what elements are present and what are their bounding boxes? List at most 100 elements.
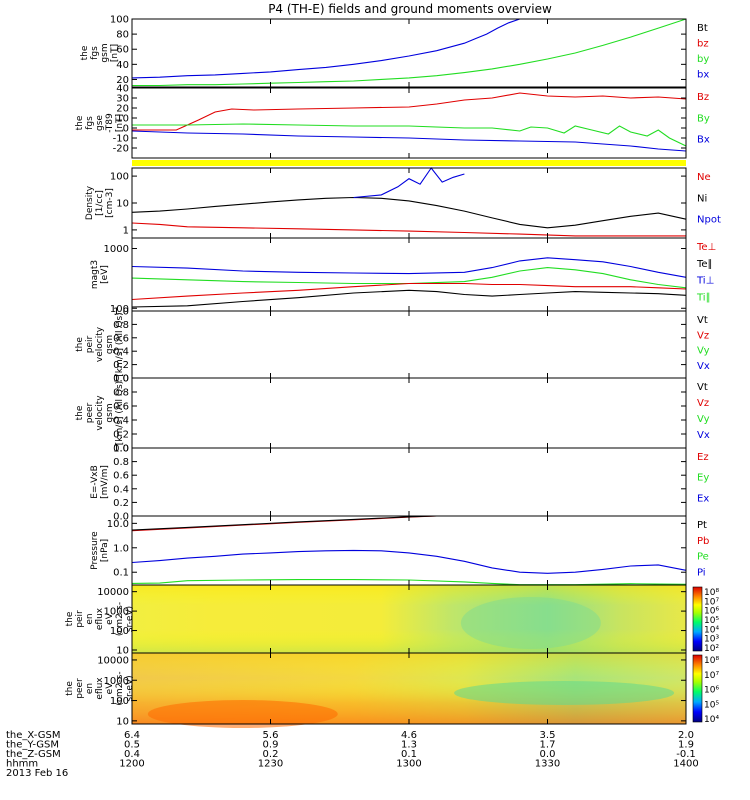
y-axis-label: -T89 bbox=[105, 113, 115, 133]
series-line-temperature bbox=[131, 267, 687, 289]
y-tick-label: 10000 bbox=[97, 587, 129, 598]
panel-temperature: Te⊥ Te∥ Ti⊥ Ti∥ 1000 100 magt3 [eV] bbox=[90, 237, 716, 315]
heatmap-hot-spot bbox=[147, 700, 338, 728]
y-axis-label: Pressure bbox=[90, 531, 100, 570]
y-axis-label: velocity bbox=[95, 395, 105, 431]
y-axis-label: eV bbox=[105, 612, 115, 625]
legend-entry: by bbox=[697, 54, 709, 65]
panel-peir_velocity: Vt Vz Vy Vx 1.0 0.8 0.6 0.4 0.2 0.0 the peir velocit… bbox=[75, 307, 710, 385]
y-tick-label: 0 bbox=[123, 124, 129, 135]
x-axis-row-value: 1.7 bbox=[540, 740, 556, 751]
y-tick-label: 0.4 bbox=[113, 347, 129, 358]
legend-entry: Npot bbox=[697, 215, 721, 226]
panel-density: Ne Ni Npot 100 10 1 Density [1/cc] [cm-3] bbox=[85, 167, 721, 239]
y-tick-label: 40 bbox=[116, 60, 129, 71]
legend-entry: bx bbox=[697, 70, 709, 81]
y-tick-label: 10 bbox=[116, 645, 129, 656]
series-line-temperature bbox=[131, 289, 687, 308]
y-tick-label: 0.0 bbox=[113, 444, 129, 455]
y-tick-label: 0.2 bbox=[113, 360, 129, 371]
y-tick-label: 100 bbox=[110, 626, 129, 637]
series-line-fgs_gsm bbox=[131, 18, 520, 79]
y-tick-label: 10 bbox=[116, 716, 129, 727]
x-axis-row-value: 0.1 bbox=[401, 749, 417, 760]
y-axis-label: Density bbox=[85, 185, 95, 220]
chart-title: P4 (TH-E) fields and ground moments over… bbox=[268, 2, 552, 16]
panel-peer_velocity: Vt Vz Vy Vx 1.0 0.8 0.6 0.4 0.2 0.0 the peer velocit… bbox=[75, 374, 710, 455]
y-axis-label: [km/s] (All Qs) bbox=[115, 312, 125, 376]
y-axis-label: peir bbox=[75, 610, 85, 628]
y-axis-label: (cm2-s- bbox=[115, 602, 125, 636]
colorbar-tick-label: 10⁷ bbox=[704, 597, 719, 607]
legend-entry: Vz bbox=[697, 330, 709, 341]
y-axis-label: sr-eV) bbox=[125, 675, 135, 701]
y-tick-label: 30 bbox=[116, 94, 129, 105]
legend-entry: Ne bbox=[697, 172, 711, 183]
y-tick-label: 1 bbox=[123, 225, 129, 236]
y-tick-label: 1.0 bbox=[113, 307, 129, 318]
x-axis-row-value: 1230 bbox=[258, 759, 283, 770]
y-tick-label: 10.0 bbox=[107, 519, 129, 530]
y-tick-label: 0.6 bbox=[113, 333, 129, 344]
colorbar-tick-label: 10³ bbox=[704, 635, 719, 645]
colorbar-tick-label: 10² bbox=[704, 644, 719, 654]
y-tick-label: 100 bbox=[110, 172, 129, 183]
y-tick-label: 0.8 bbox=[113, 388, 129, 399]
date-label: 2013 Feb 16 bbox=[6, 768, 68, 779]
y-axis-label: fgs bbox=[90, 46, 100, 60]
y-axis-label: the bbox=[65, 611, 75, 626]
y-tick-label: 20 bbox=[116, 104, 129, 115]
legend-entry: Vy bbox=[697, 414, 710, 425]
y-tick-label: 0.0 bbox=[113, 374, 129, 385]
y-tick-label: 0.4 bbox=[113, 484, 129, 495]
y-tick-label: 1000 bbox=[104, 607, 129, 618]
legend-entry: Bz bbox=[697, 92, 709, 103]
colorbar-tick-label: 10⁴ bbox=[704, 625, 719, 635]
series-line-fgs_gse bbox=[132, 123, 687, 147]
panel-peer_eflux: 10⁸ 10⁷ 10⁶ 10⁵ 10⁴ 10000 1000 100 10 the peer en ef… bbox=[65, 652, 719, 728]
y-axis-label: the bbox=[80, 45, 90, 60]
panel-frame bbox=[131, 447, 687, 517]
y-axis-label: E=-VxB bbox=[90, 465, 100, 499]
y-axis-label: [nT] bbox=[110, 44, 120, 62]
panel-fgs_gsm: Bt bz by bx 100 80 60 40 20 the fgs gsm [nT] bbox=[80, 15, 709, 88]
y-axis-label: fgs bbox=[85, 116, 95, 130]
x-axis-row-value: 1300 bbox=[396, 759, 421, 770]
legend-entry: Vx bbox=[697, 430, 710, 441]
y-tick-label: 0.6 bbox=[113, 471, 129, 482]
y-tick-label: 1.0 bbox=[113, 444, 129, 455]
y-tick-label: 0.2 bbox=[113, 498, 129, 509]
series-line-pressure bbox=[131, 515, 437, 532]
legend-entry: Ez bbox=[697, 452, 709, 463]
colorbar-tick-label: 10⁷ bbox=[704, 671, 719, 681]
heatmap-cool-spot bbox=[460, 597, 601, 649]
series-line-pressure bbox=[131, 515, 437, 531]
series-line-density bbox=[131, 196, 687, 229]
y-axis-label: [nPa] bbox=[100, 539, 110, 562]
y-tick-label: 100 bbox=[110, 15, 129, 26]
y-tick-label: 1.0 bbox=[113, 374, 129, 385]
series-line-fgs_gse bbox=[132, 92, 687, 131]
x-axis-row-value: 3.5 bbox=[540, 730, 556, 741]
y-axis-label: peer bbox=[85, 402, 95, 423]
panel-pressure: Pt Pb Pe Pi 10.0 1.0 0.1 Pressure [nPa] bbox=[90, 515, 709, 586]
y-axis-label: peer bbox=[75, 678, 85, 699]
x-axis-row-value: 1330 bbox=[535, 759, 560, 770]
y-axis-label: the bbox=[75, 115, 85, 130]
y-tick-label: 100 bbox=[110, 696, 129, 707]
y-axis-label: sr-eV) bbox=[125, 606, 135, 632]
y-tick-label: 0.4 bbox=[113, 416, 129, 427]
y-axis-label: en bbox=[85, 683, 95, 694]
series-line-density bbox=[353, 167, 465, 199]
y-axis-label: [eV] bbox=[100, 265, 110, 284]
separator-band bbox=[132, 160, 686, 166]
legend-entry: Bt bbox=[697, 23, 708, 34]
series-line-pressure bbox=[131, 549, 687, 574]
legend-entry: Vy bbox=[697, 346, 710, 357]
legend-entry: Te⊥ bbox=[696, 242, 716, 253]
panel-frame bbox=[131, 87, 687, 159]
y-tick-label: 0.1 bbox=[113, 568, 129, 579]
